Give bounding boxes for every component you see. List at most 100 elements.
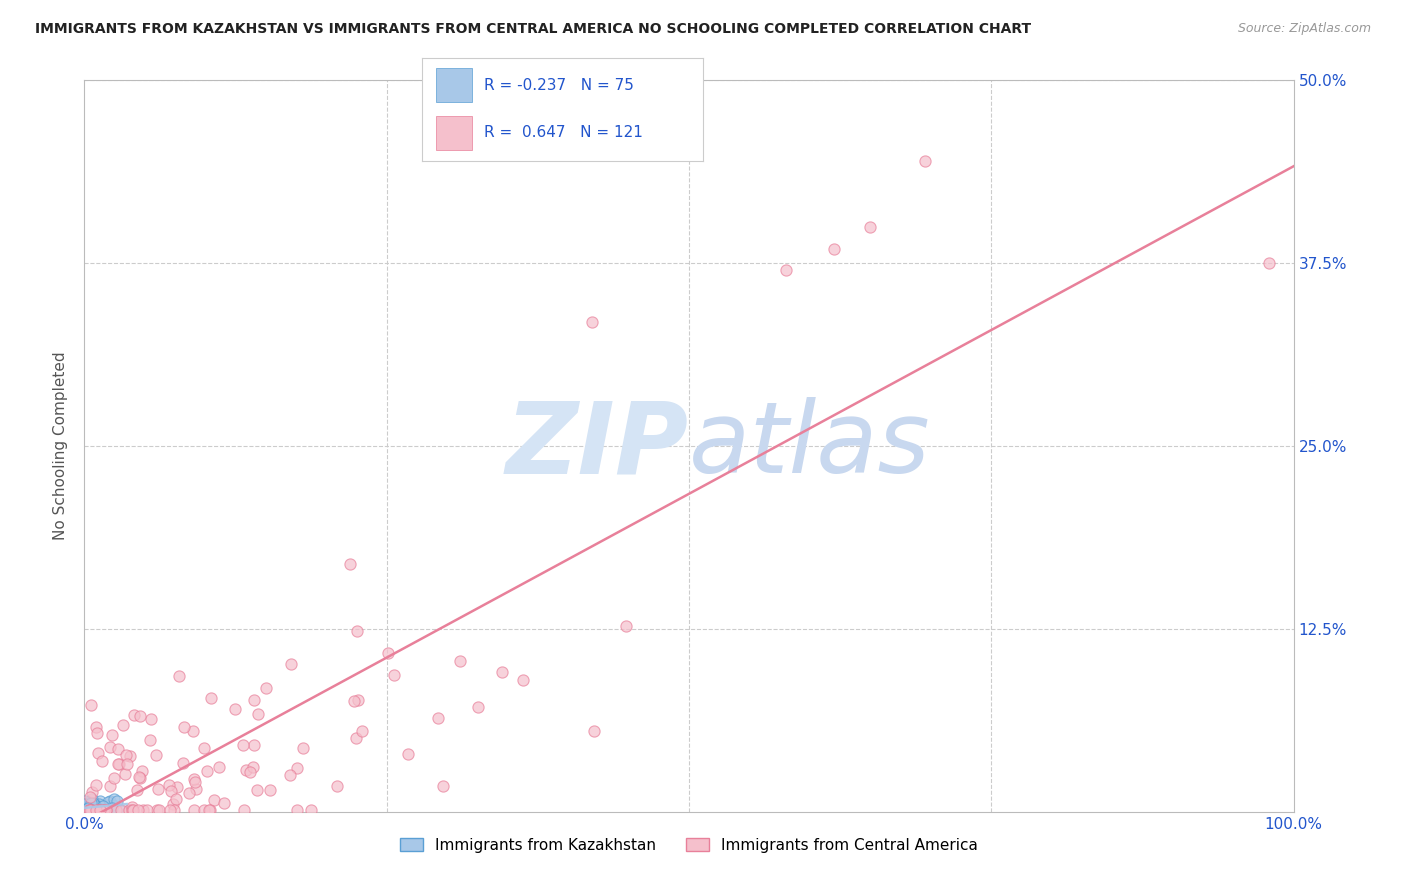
Point (94, 803, 117, 817)
Point (80, 798, 103, 813)
Point (76, 797, 98, 812)
Point (105, 803, 128, 817)
Point (396, 747, 419, 761)
Point (159, 803, 181, 817)
Point (121, 800, 143, 814)
Point (89, 803, 111, 817)
Point (254, 681, 277, 695)
Point (148, 803, 170, 817)
Point (79, 799, 101, 814)
Point (97, 796, 120, 810)
Point (91, 805, 114, 819)
Point (73, 805, 96, 819)
Point (75, 804, 97, 818)
Point (87, 746, 110, 760)
Point (94, 803, 117, 817)
Point (77, 799, 100, 814)
Point (80, 799, 103, 814)
Point (80, 803, 103, 817)
Point (145, 747, 167, 762)
Point (93, 803, 115, 817)
Point (352, 723, 374, 738)
Point (93, 803, 115, 817)
Point (208, 760, 231, 774)
Point (80, 803, 103, 817)
Point (87, 800, 110, 814)
Point (247, 706, 270, 721)
Point (79, 803, 101, 817)
Point (79, 797, 101, 811)
Point (285, 803, 308, 817)
Point (79, 800, 101, 814)
Point (110, 803, 132, 817)
Point (84, 797, 107, 811)
Point (84, 778, 107, 792)
Point (79, 789, 101, 804)
Point (80, 803, 103, 817)
Point (291, 740, 314, 755)
Point (87, 803, 110, 817)
Point (198, 803, 221, 817)
Legend: Immigrants from Kazakhstan, Immigrants from Central America: Immigrants from Kazakhstan, Immigrants f… (394, 831, 984, 859)
Point (122, 708, 145, 723)
Point (181, 724, 204, 739)
Point (80, 797, 103, 812)
Point (339, 557, 361, 571)
Point (243, 693, 266, 707)
Point (166, 780, 188, 794)
Point (77, 801, 100, 815)
Point (114, 766, 136, 780)
Point (84, 720, 107, 734)
Point (101, 801, 124, 815)
Text: R = -0.237   N = 75: R = -0.237 N = 75 (484, 78, 634, 93)
Point (377, 646, 399, 660)
Point (73, 794, 96, 808)
Point (79, 796, 101, 810)
Point (195, 764, 218, 778)
Point (84, 799, 107, 814)
Text: Source: ZipAtlas.com: Source: ZipAtlas.com (1237, 22, 1371, 36)
Point (120, 748, 142, 763)
Point (775, 263, 797, 277)
Point (139, 732, 162, 747)
Point (75, 801, 97, 815)
Point (202, 793, 225, 807)
Point (86, 803, 108, 817)
Point (90, 754, 112, 768)
FancyBboxPatch shape (436, 69, 472, 102)
Point (127, 803, 149, 817)
Point (79, 797, 101, 812)
Point (91, 799, 114, 814)
Point (614, 619, 637, 633)
Point (146, 803, 169, 817)
Point (299, 803, 322, 817)
Point (76, 801, 98, 815)
Point (173, 720, 195, 734)
Point (76, 796, 98, 810)
Point (79, 804, 101, 818)
Point (84, 801, 107, 815)
Point (129, 709, 152, 723)
Point (165, 792, 187, 806)
Point (80, 698, 103, 713)
Point (285, 761, 308, 775)
Point (112, 718, 135, 732)
Point (75, 797, 97, 811)
Point (148, 781, 170, 796)
Point (107, 757, 129, 772)
Point (183, 803, 205, 817)
Point (346, 693, 368, 707)
Text: IMMIGRANTS FROM KAZAKHSTAN VS IMMIGRANTS FROM CENTRAL AMERICA NO SCHOOLING COMPL: IMMIGRANTS FROM KAZAKHSTAN VS IMMIGRANTS… (35, 22, 1031, 37)
Point (91, 798, 114, 813)
Point (449, 654, 471, 668)
Point (76, 803, 98, 817)
Point (77, 798, 100, 813)
Point (80, 805, 103, 819)
Point (823, 242, 845, 256)
Y-axis label: No Schooling Completed: No Schooling Completed (53, 351, 69, 541)
Point (1258, 256, 1281, 270)
Text: ZIP: ZIP (506, 398, 689, 494)
Point (326, 779, 349, 793)
Point (82, 802, 104, 816)
Point (467, 699, 489, 714)
